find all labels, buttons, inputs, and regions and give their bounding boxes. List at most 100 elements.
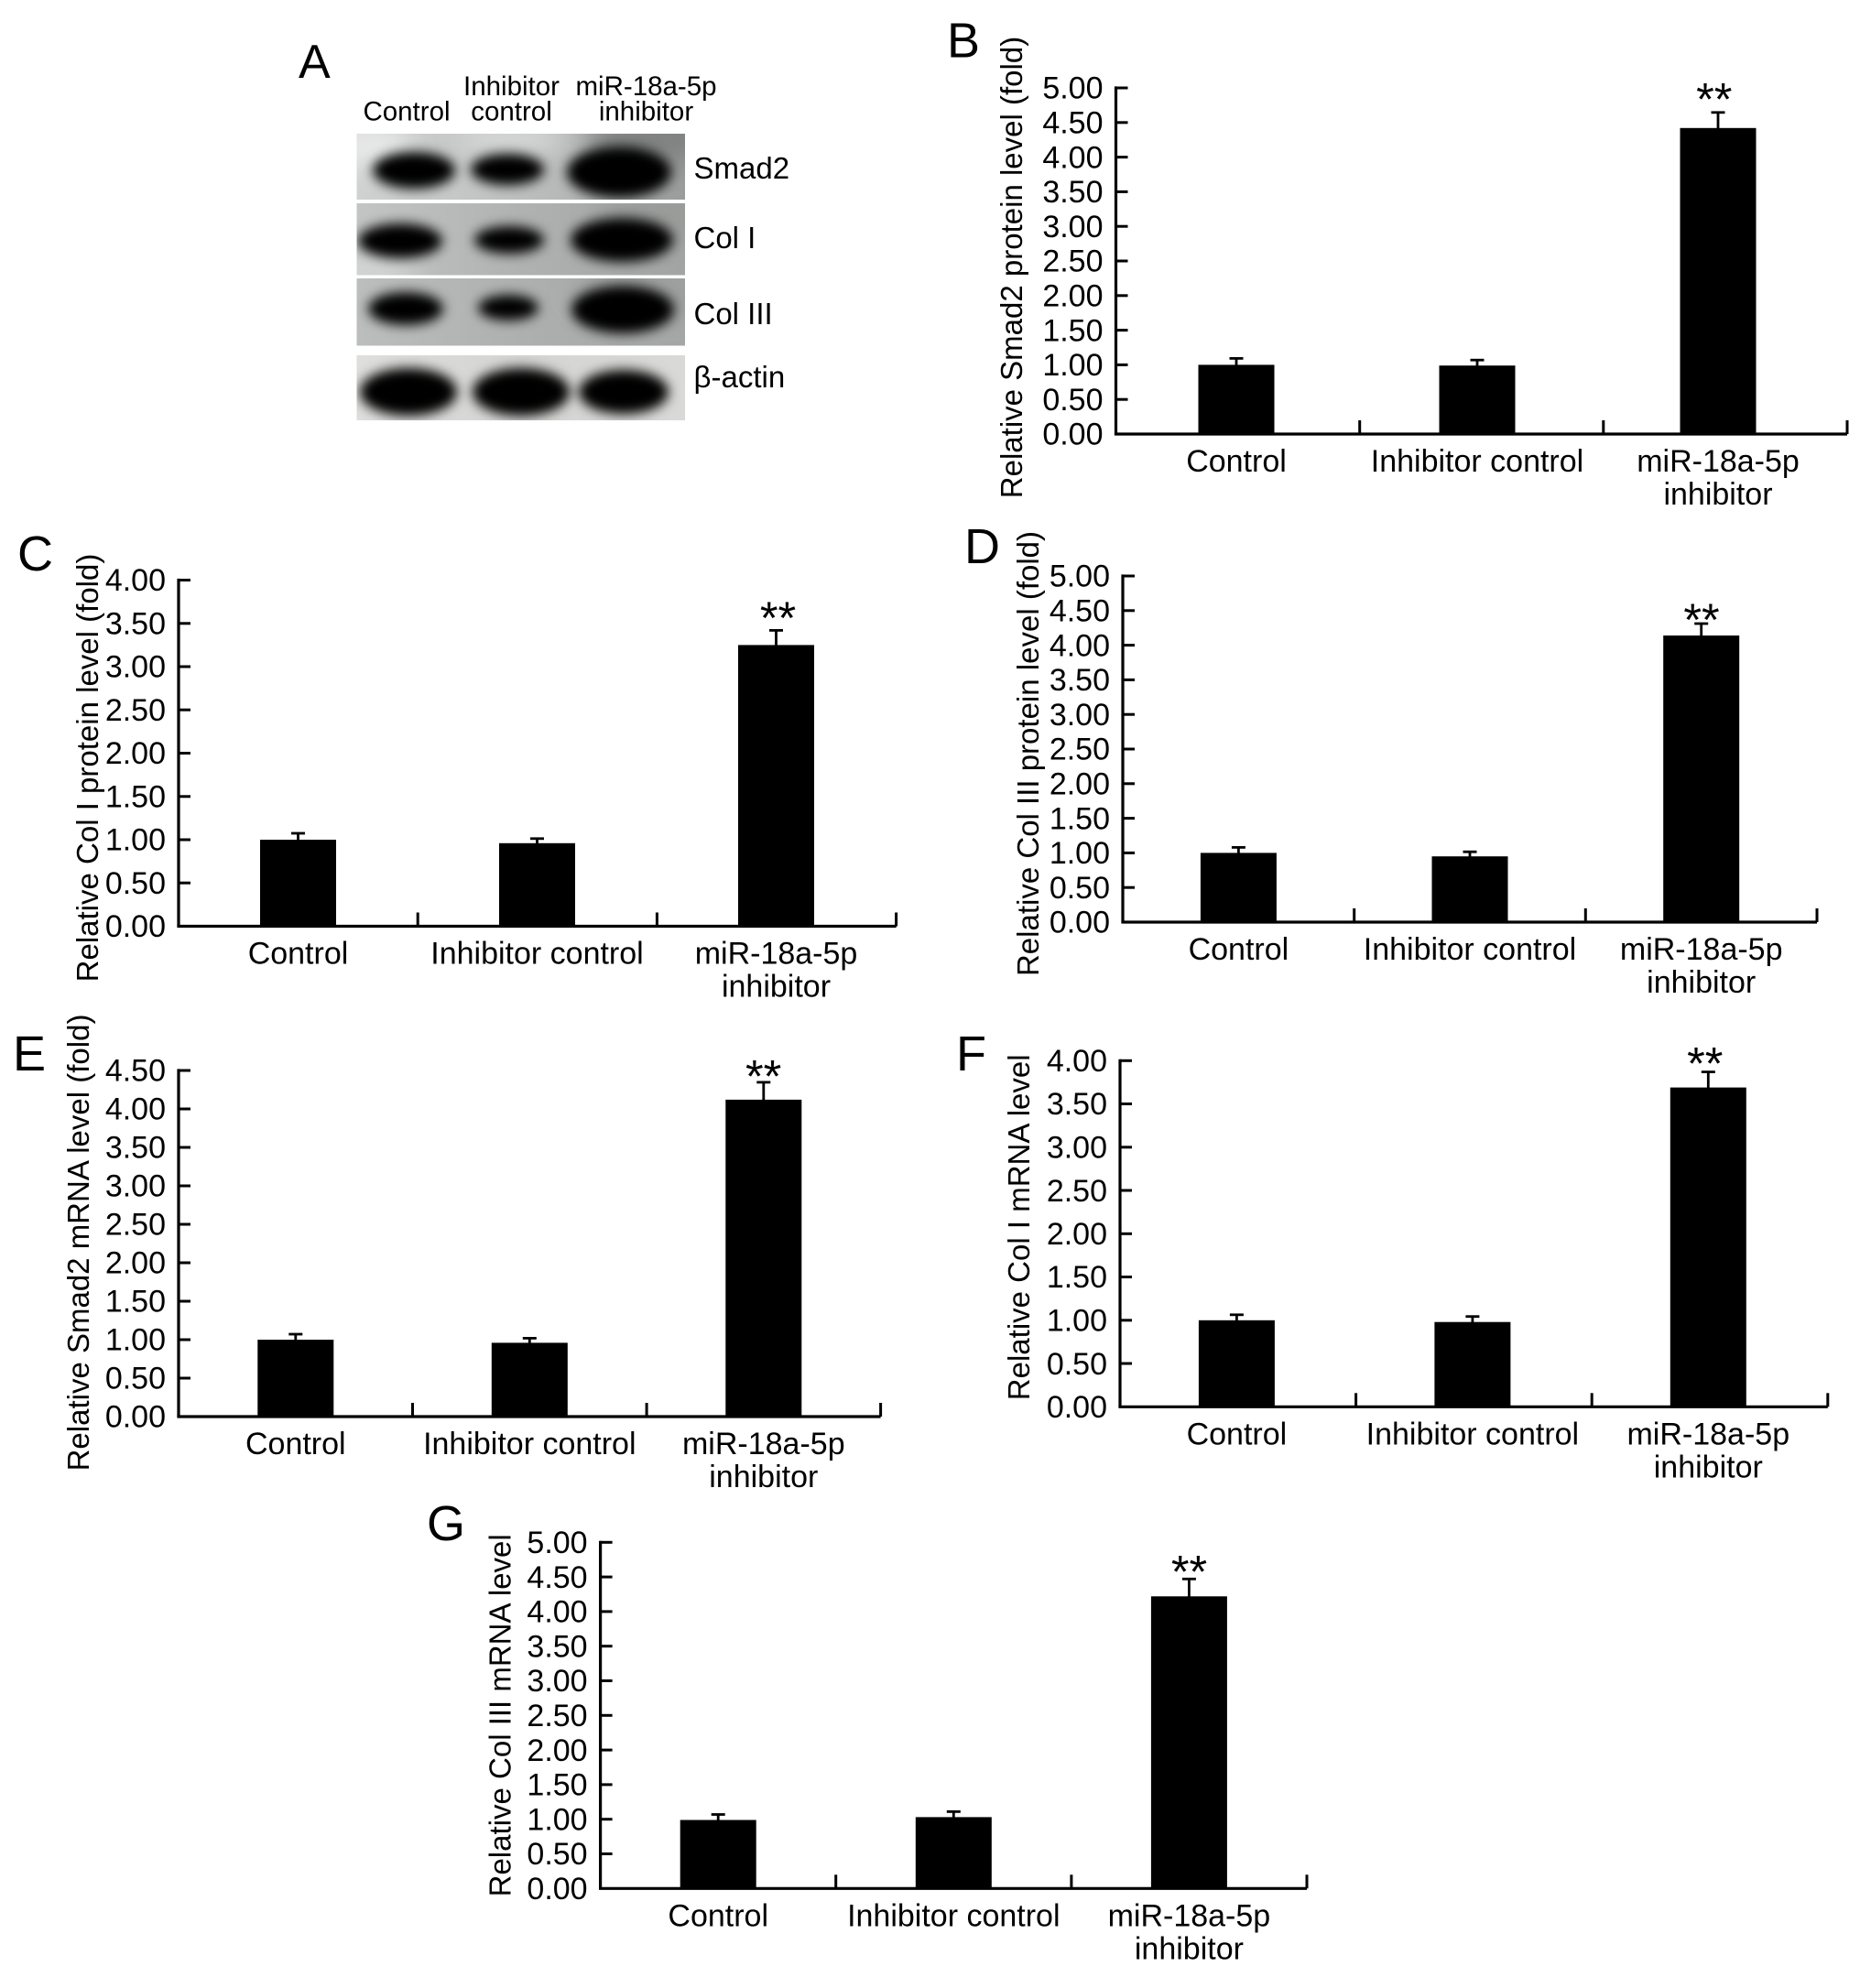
svg-text:Inhibitor control: Inhibitor control (1371, 444, 1583, 479)
svg-text:inhibitor: inhibitor (722, 970, 831, 1005)
svg-text:1.50: 1.50 (1050, 801, 1110, 836)
svg-text:Control: Control (1187, 1417, 1288, 1451)
svg-text:Col I: Col I (694, 221, 756, 255)
svg-text:1.50: 1.50 (527, 1768, 587, 1803)
svg-text:4.50: 4.50 (1042, 106, 1103, 141)
svg-text:β-actin: β-actin (694, 360, 786, 394)
svg-text:0.50: 0.50 (105, 866, 166, 901)
svg-text:Inhibitor control: Inhibitor control (1364, 932, 1576, 967)
svg-text:4.50: 4.50 (527, 1560, 587, 1595)
svg-text:0.00: 0.00 (1042, 418, 1103, 452)
svg-text:miR-18a-5p: miR-18a-5p (1637, 444, 1800, 479)
svg-text:0.00: 0.00 (1050, 906, 1110, 940)
svg-text:1.50: 1.50 (105, 1285, 166, 1320)
svg-text:1.00: 1.00 (1047, 1304, 1107, 1339)
svg-text:3.50: 3.50 (527, 1629, 587, 1664)
svg-text:0.00: 0.00 (1047, 1390, 1107, 1425)
svg-text:Relative Col III protein level: Relative Col III protein level (fold) (1011, 531, 1045, 976)
svg-text:Inhibitor control: Inhibitor control (423, 1427, 636, 1461)
svg-text:C: C (17, 527, 53, 581)
svg-text:inhibitor: inhibitor (1663, 477, 1772, 512)
svg-text:control: control (471, 97, 552, 127)
svg-text:E: E (13, 1027, 46, 1081)
svg-text:**: ** (1696, 72, 1732, 125)
svg-text:5.00: 5.00 (527, 1526, 587, 1560)
svg-text:1.50: 1.50 (1047, 1260, 1107, 1295)
svg-text:**: ** (1171, 1546, 1207, 1598)
svg-text:2.00: 2.00 (1050, 767, 1110, 802)
svg-text:**: ** (745, 1049, 781, 1102)
svg-text:2.00: 2.00 (105, 736, 166, 771)
svg-text:Control: Control (245, 1427, 346, 1461)
svg-text:Smad2: Smad2 (694, 151, 790, 185)
svg-text:3.00: 3.00 (1050, 698, 1110, 733)
svg-text:Relative Col I protein level (: Relative Col I protein level (fold) (71, 554, 104, 983)
svg-text:inhibitor: inhibitor (1135, 1931, 1244, 1966)
svg-text:Col III: Col III (694, 297, 773, 331)
svg-text:Relative Col I mRNA level: Relative Col I mRNA level (1002, 1054, 1036, 1400)
svg-text:2.00: 2.00 (105, 1246, 166, 1281)
svg-text:2.00: 2.00 (527, 1733, 587, 1768)
svg-text:4.00: 4.00 (1047, 1044, 1107, 1079)
svg-text:2.50: 2.50 (1047, 1174, 1107, 1209)
svg-text:Inhibitor control: Inhibitor control (430, 937, 643, 972)
svg-text:inhibitor: inhibitor (1654, 1450, 1763, 1484)
svg-text:0.00: 0.00 (527, 1872, 587, 1907)
svg-text:Control: Control (363, 97, 450, 127)
svg-text:Inhibitor control: Inhibitor control (1366, 1417, 1579, 1451)
svg-text:4.50: 4.50 (105, 1054, 166, 1089)
svg-text:0.50: 0.50 (105, 1362, 166, 1396)
svg-text:4.00: 4.00 (105, 563, 166, 598)
svg-text:1.00: 1.00 (527, 1802, 587, 1837)
svg-text:inhibitor: inhibitor (1647, 965, 1756, 1000)
svg-text:3.50: 3.50 (1042, 175, 1103, 210)
svg-text:3.00: 3.00 (1047, 1131, 1107, 1166)
svg-text:0.00: 0.00 (105, 1400, 166, 1435)
svg-text:0.00: 0.00 (105, 909, 166, 944)
svg-text:Relative Col III mRNA level: Relative Col III mRNA level (484, 1534, 517, 1896)
svg-text:2.50: 2.50 (105, 1208, 166, 1243)
svg-text:A: A (299, 36, 331, 89)
svg-text:miR-18a-5p: miR-18a-5p (575, 71, 716, 102)
svg-text:1.00: 1.00 (105, 823, 166, 858)
svg-text:1.00: 1.00 (1042, 348, 1103, 383)
svg-text:3.50: 3.50 (1050, 663, 1110, 698)
svg-text:1.50: 1.50 (1042, 313, 1103, 348)
svg-text:**: ** (1687, 1037, 1723, 1090)
svg-text:miR-18a-5p: miR-18a-5p (1620, 932, 1783, 967)
svg-text:miR-18a-5p: miR-18a-5p (1626, 1417, 1789, 1451)
svg-text:miR-18a-5p: miR-18a-5p (695, 937, 858, 972)
svg-text:3.00: 3.00 (105, 1169, 166, 1204)
svg-text:Control: Control (1186, 444, 1287, 479)
svg-text:3.50: 3.50 (1047, 1087, 1107, 1122)
svg-text:4.00: 4.00 (105, 1092, 166, 1127)
svg-text:0.50: 0.50 (527, 1837, 587, 1872)
svg-text:Inhibitor: Inhibitor (463, 71, 560, 102)
svg-text:3.50: 3.50 (105, 607, 166, 642)
svg-text:2.50: 2.50 (1050, 733, 1110, 767)
svg-text:2.50: 2.50 (1042, 244, 1103, 279)
svg-text:3.00: 3.00 (527, 1664, 587, 1699)
svg-text:1.00: 1.00 (1050, 836, 1110, 871)
svg-text:5.00: 5.00 (1042, 71, 1103, 106)
svg-text:**: ** (1683, 593, 1719, 646)
svg-text:4.00: 4.00 (527, 1595, 587, 1630)
svg-text:2.50: 2.50 (105, 693, 166, 728)
svg-text:3.00: 3.00 (105, 650, 166, 685)
svg-text:2.00: 2.00 (1047, 1217, 1107, 1252)
svg-text:Control: Control (248, 937, 349, 972)
svg-text:Control: Control (668, 1898, 768, 1933)
svg-text:inhibitor: inhibitor (599, 97, 693, 127)
svg-text:1.00: 1.00 (105, 1323, 166, 1358)
svg-text:0.50: 0.50 (1042, 383, 1103, 418)
svg-text:3.00: 3.00 (1042, 210, 1103, 244)
svg-text:4.00: 4.00 (1042, 140, 1103, 175)
svg-text:Inhibitor control: Inhibitor control (847, 1898, 1060, 1933)
svg-text:miR-18a-5p: miR-18a-5p (682, 1427, 845, 1461)
svg-text:B: B (947, 14, 980, 69)
svg-text:D: D (964, 519, 1000, 574)
svg-text:Relative Smad2 mRNA level (fol: Relative Smad2 mRNA level (fold) (61, 1015, 95, 1472)
svg-text:4.50: 4.50 (1050, 594, 1110, 629)
svg-text:0.50: 0.50 (1050, 871, 1110, 906)
svg-text:1.50: 1.50 (105, 780, 166, 815)
